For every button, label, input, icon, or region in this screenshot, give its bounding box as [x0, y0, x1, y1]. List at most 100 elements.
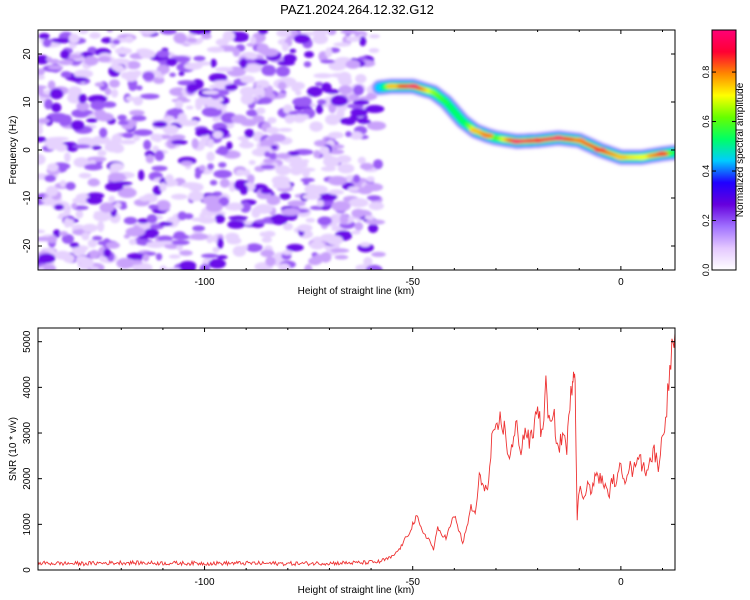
noise-blob	[44, 174, 56, 182]
noise-blob	[177, 211, 187, 221]
noise-blob	[58, 59, 74, 66]
noise-blob	[330, 95, 348, 107]
noise-blob	[47, 235, 58, 244]
noise-blob	[145, 154, 155, 164]
noise-blob	[47, 163, 59, 172]
noise-blob	[279, 192, 291, 200]
noise-blob	[60, 71, 72, 78]
noise-blob	[152, 145, 160, 152]
noise-blob	[67, 86, 82, 97]
noise-blob	[212, 116, 220, 122]
noise-blob	[171, 193, 188, 200]
noise-blob	[155, 253, 163, 261]
noise-blob	[226, 237, 242, 245]
noise-blob	[206, 151, 215, 162]
noise-blob	[260, 188, 273, 194]
noise-blob	[82, 223, 98, 233]
noise-blob	[64, 152, 71, 163]
noise-blob	[143, 228, 159, 239]
noise-blob	[84, 163, 103, 171]
spectrogram-x-axis: -100 -50 0	[37, 30, 664, 288]
noise-blob	[283, 104, 293, 114]
noise-blob	[282, 250, 293, 256]
noise-blob	[91, 145, 102, 150]
noise-blob	[208, 258, 226, 269]
noise-blob	[205, 202, 223, 213]
noise-blob	[317, 99, 327, 105]
noise-blob	[219, 178, 230, 188]
noise-blob	[154, 150, 165, 162]
noise-blob	[122, 132, 135, 139]
noise-blob	[86, 118, 98, 123]
noise-blob	[164, 115, 175, 122]
snr-line-layer	[38, 332, 675, 567]
noise-blob	[213, 80, 233, 85]
noise-blob	[90, 100, 106, 111]
noise-blob	[111, 144, 125, 154]
noise-blob	[163, 124, 179, 135]
noise-blob	[289, 48, 297, 54]
noise-blob	[255, 107, 266, 115]
noise-blob	[232, 48, 241, 57]
noise-blob	[179, 121, 197, 127]
noise-blob	[125, 96, 136, 102]
noise-blob	[198, 216, 216, 224]
noise-blob	[368, 48, 380, 53]
noise-blob	[152, 121, 168, 128]
noise-blob	[201, 33, 212, 40]
noise-blob	[271, 175, 290, 186]
noise-blob	[328, 131, 344, 139]
noise-blob	[180, 160, 193, 166]
noise-blob	[366, 176, 375, 183]
noise-blob	[288, 110, 308, 116]
x-tick-label: 0	[618, 277, 624, 288]
noise-blob	[304, 264, 313, 270]
noise-blob	[241, 135, 249, 145]
noise-blob	[51, 115, 68, 123]
noise-blob	[349, 131, 363, 140]
noise-blob	[263, 230, 276, 237]
noise-blob	[195, 127, 210, 136]
signal-track-point	[406, 83, 419, 89]
noise-blob	[276, 66, 290, 77]
noise-blob	[86, 196, 103, 205]
noise-blob	[38, 118, 51, 124]
noise-blob	[337, 163, 355, 174]
noise-blob	[179, 250, 193, 256]
noise-blob	[52, 38, 72, 44]
noise-blob	[65, 182, 76, 191]
noise-blob	[111, 88, 119, 98]
noise-blob	[199, 164, 206, 171]
noise-blob	[201, 107, 220, 117]
noise-blob	[99, 202, 115, 213]
noise-blob	[59, 180, 67, 188]
noise-blob	[137, 218, 149, 224]
colorbar-tick-label: 0.0	[701, 264, 711, 277]
noise-blob	[207, 163, 215, 170]
noise-blob	[363, 257, 373, 267]
noise-blob	[240, 93, 255, 105]
noise-blob	[250, 36, 257, 45]
noise-blob	[213, 211, 226, 217]
noise-blob	[75, 209, 84, 219]
noise-blob	[336, 155, 352, 164]
noise-blob	[166, 58, 178, 67]
noise-blob	[186, 83, 199, 93]
noise-blob	[87, 239, 98, 248]
noise-blob	[270, 214, 288, 226]
noise-blob	[365, 264, 383, 270]
noise-blob	[315, 104, 324, 115]
y-tick-label: -10	[22, 190, 33, 205]
noise-blob	[142, 253, 150, 262]
noise-blob	[304, 51, 314, 58]
noise-blob	[239, 201, 251, 213]
noise-blob	[264, 151, 271, 158]
noise-blob	[81, 232, 90, 241]
noise-blob	[120, 72, 129, 79]
noise-blob	[312, 236, 324, 243]
noise-blob	[88, 178, 100, 185]
colorbar-tick-label: 0.2	[701, 214, 711, 227]
noise-blob	[73, 157, 90, 168]
noise-blob	[90, 266, 100, 270]
noise-blob	[97, 56, 111, 63]
